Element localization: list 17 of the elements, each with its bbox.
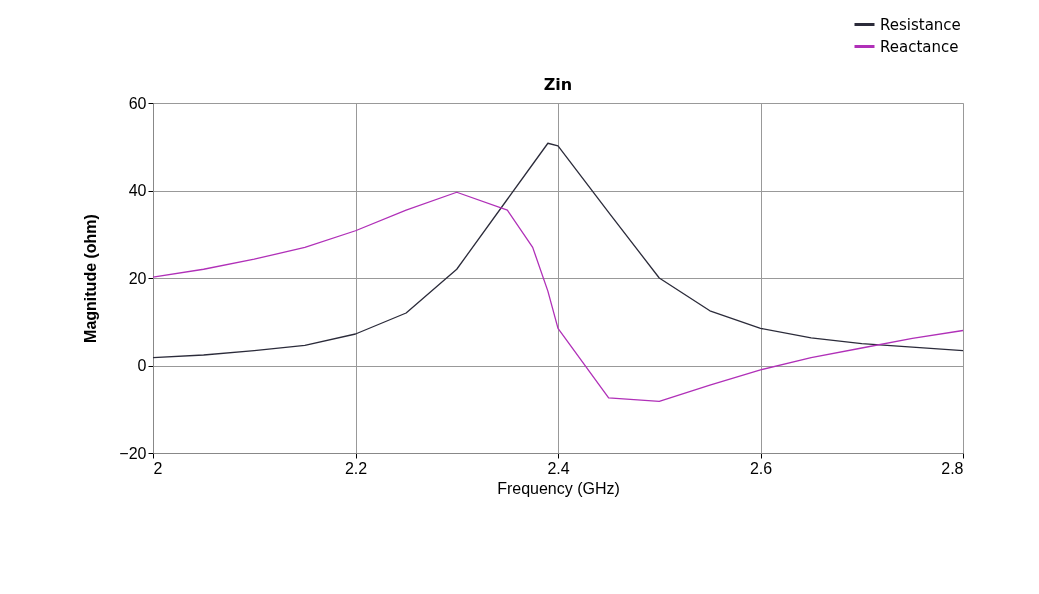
y-axis-title: Magnitude (ohm): [82, 214, 100, 343]
x-tick-label: 2.4: [547, 459, 570, 477]
y-tick-label: 0: [137, 357, 147, 374]
y-tick-label: 20: [128, 269, 147, 287]
x-tick-label: 2: [153, 459, 163, 477]
line-series: [152, 191, 964, 403]
y-tick-label: 60: [128, 94, 147, 112]
line-series: [152, 142, 964, 359]
x-axis-title: Frequency (GHz): [497, 479, 620, 497]
x-tick-label: 2.8: [941, 459, 964, 477]
x-tick-label: 2.2: [344, 459, 368, 477]
chart-title: Zin: [543, 75, 573, 94]
y-tick-label: −20: [119, 444, 147, 462]
x-tick-label: 2.6: [749, 459, 773, 477]
y-tick-label: 40: [128, 182, 147, 199]
legend-label: Reactance: [880, 37, 959, 56]
legend-label: Resistance: [880, 15, 961, 34]
